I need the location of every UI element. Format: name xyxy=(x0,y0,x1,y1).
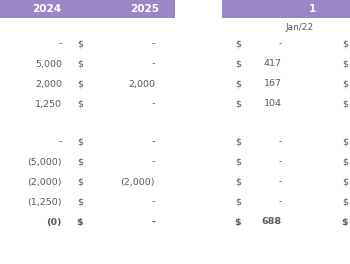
Text: $: $ xyxy=(77,40,83,49)
Text: $: $ xyxy=(342,40,348,49)
Text: $: $ xyxy=(77,59,83,68)
Text: (5,000): (5,000) xyxy=(28,158,62,167)
Text: 167: 167 xyxy=(264,79,282,88)
Text: (2,000): (2,000) xyxy=(120,177,155,186)
Text: 417: 417 xyxy=(264,59,282,68)
Text: $: $ xyxy=(235,40,241,49)
Text: $: $ xyxy=(342,100,348,109)
Text: (1,250): (1,250) xyxy=(28,197,62,206)
Text: $: $ xyxy=(77,197,83,206)
Text: 2025: 2025 xyxy=(131,4,160,14)
Text: -: - xyxy=(152,100,155,109)
Text: $: $ xyxy=(77,138,83,147)
Text: -: - xyxy=(279,138,282,147)
Text: $: $ xyxy=(235,197,241,206)
Bar xyxy=(222,0,350,18)
Text: -: - xyxy=(59,138,62,147)
Text: $: $ xyxy=(342,197,348,206)
Text: $: $ xyxy=(235,158,241,167)
Bar xyxy=(0,0,175,18)
Text: -: - xyxy=(152,158,155,167)
Text: -: - xyxy=(152,197,155,206)
Text: $: $ xyxy=(77,218,83,227)
Text: $: $ xyxy=(342,59,348,68)
Text: (0): (0) xyxy=(47,218,62,227)
Text: 104: 104 xyxy=(264,100,282,109)
Text: $: $ xyxy=(342,218,348,227)
Text: 2,000: 2,000 xyxy=(128,79,155,88)
Text: 2,000: 2,000 xyxy=(35,79,62,88)
Text: $: $ xyxy=(77,177,83,186)
Text: 5,000: 5,000 xyxy=(35,59,62,68)
Text: $: $ xyxy=(235,79,241,88)
Text: -: - xyxy=(152,59,155,68)
Text: $: $ xyxy=(342,79,348,88)
Text: $: $ xyxy=(77,158,83,167)
Text: -: - xyxy=(279,177,282,186)
Text: (2,000): (2,000) xyxy=(28,177,62,186)
Text: -: - xyxy=(279,197,282,206)
Text: Jan/22: Jan/22 xyxy=(286,23,314,32)
Text: $: $ xyxy=(235,100,241,109)
Text: $: $ xyxy=(77,79,83,88)
Text: 2024: 2024 xyxy=(33,4,62,14)
Text: $: $ xyxy=(77,100,83,109)
Text: $: $ xyxy=(342,138,348,147)
Text: $: $ xyxy=(235,177,241,186)
Text: -: - xyxy=(279,158,282,167)
Text: $: $ xyxy=(235,59,241,68)
Text: -: - xyxy=(59,40,62,49)
Text: 688: 688 xyxy=(262,218,282,227)
Text: -: - xyxy=(152,40,155,49)
Text: $: $ xyxy=(342,158,348,167)
Text: $: $ xyxy=(342,177,348,186)
Text: 1,250: 1,250 xyxy=(35,100,62,109)
Text: -: - xyxy=(151,218,155,227)
Text: 1: 1 xyxy=(308,4,316,14)
Text: $: $ xyxy=(235,218,241,227)
Text: $: $ xyxy=(235,138,241,147)
Text: -: - xyxy=(152,138,155,147)
Text: -: - xyxy=(279,40,282,49)
